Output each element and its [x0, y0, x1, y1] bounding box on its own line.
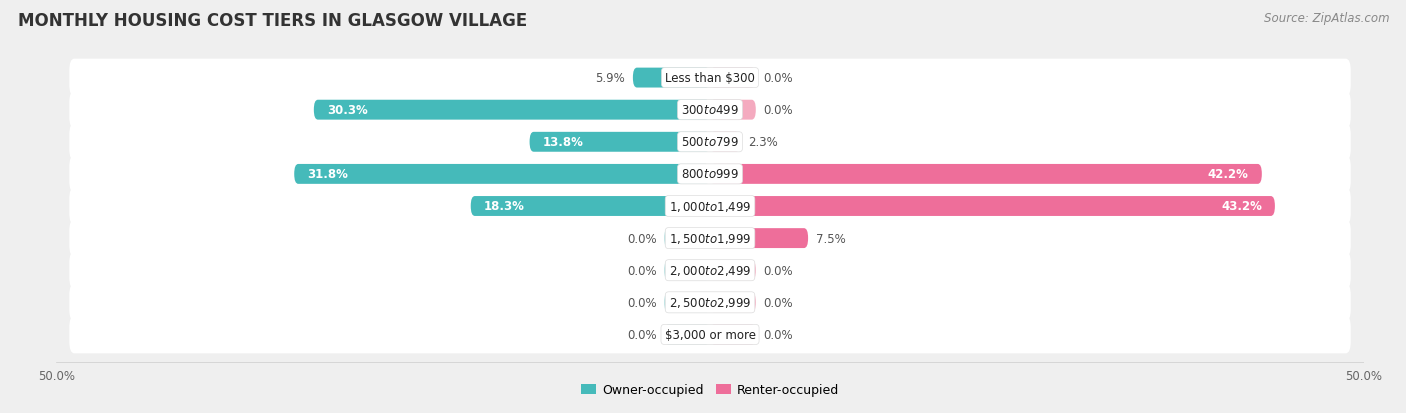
Text: $800 to $999: $800 to $999	[681, 168, 740, 181]
FancyBboxPatch shape	[664, 325, 710, 344]
Text: 0.0%: 0.0%	[627, 328, 657, 341]
Text: MONTHLY HOUSING COST TIERS IN GLASGOW VILLAGE: MONTHLY HOUSING COST TIERS IN GLASGOW VI…	[18, 12, 527, 30]
FancyBboxPatch shape	[69, 156, 1351, 193]
Text: 0.0%: 0.0%	[763, 296, 793, 309]
FancyBboxPatch shape	[69, 316, 1351, 354]
FancyBboxPatch shape	[294, 164, 710, 184]
Text: Source: ZipAtlas.com: Source: ZipAtlas.com	[1264, 12, 1389, 25]
Text: $3,000 or more: $3,000 or more	[665, 328, 755, 341]
Text: 0.0%: 0.0%	[763, 328, 793, 341]
FancyBboxPatch shape	[69, 92, 1351, 129]
Text: 13.8%: 13.8%	[543, 136, 583, 149]
FancyBboxPatch shape	[633, 69, 710, 88]
FancyBboxPatch shape	[664, 229, 710, 249]
FancyBboxPatch shape	[69, 220, 1351, 257]
FancyBboxPatch shape	[471, 197, 710, 216]
FancyBboxPatch shape	[314, 100, 710, 120]
FancyBboxPatch shape	[710, 325, 756, 344]
Text: 31.8%: 31.8%	[308, 168, 349, 181]
FancyBboxPatch shape	[69, 123, 1351, 161]
Text: 7.5%: 7.5%	[815, 232, 845, 245]
FancyBboxPatch shape	[664, 261, 710, 280]
Text: $1,500 to $1,999: $1,500 to $1,999	[669, 232, 751, 245]
FancyBboxPatch shape	[69, 252, 1351, 290]
FancyBboxPatch shape	[710, 261, 756, 280]
Text: 0.0%: 0.0%	[627, 232, 657, 245]
Text: 43.2%: 43.2%	[1220, 200, 1261, 213]
Text: Less than $300: Less than $300	[665, 72, 755, 85]
FancyBboxPatch shape	[710, 133, 740, 152]
FancyBboxPatch shape	[710, 69, 756, 88]
FancyBboxPatch shape	[710, 293, 756, 313]
Text: 0.0%: 0.0%	[763, 104, 793, 117]
Text: 0.0%: 0.0%	[627, 296, 657, 309]
FancyBboxPatch shape	[710, 164, 1261, 184]
Text: 5.9%: 5.9%	[595, 72, 626, 85]
FancyBboxPatch shape	[710, 229, 808, 249]
Text: 0.0%: 0.0%	[627, 264, 657, 277]
FancyBboxPatch shape	[69, 59, 1351, 97]
FancyBboxPatch shape	[69, 284, 1351, 321]
Text: $500 to $799: $500 to $799	[681, 136, 740, 149]
Text: 30.3%: 30.3%	[328, 104, 367, 117]
FancyBboxPatch shape	[664, 293, 710, 313]
FancyBboxPatch shape	[710, 100, 756, 120]
FancyBboxPatch shape	[69, 188, 1351, 225]
Text: 0.0%: 0.0%	[763, 72, 793, 85]
FancyBboxPatch shape	[710, 197, 1275, 216]
Text: 42.2%: 42.2%	[1208, 168, 1249, 181]
Text: $2,500 to $2,999: $2,500 to $2,999	[669, 296, 751, 310]
Text: 0.0%: 0.0%	[763, 264, 793, 277]
Text: $1,000 to $1,499: $1,000 to $1,499	[669, 199, 751, 214]
Legend: Owner-occupied, Renter-occupied: Owner-occupied, Renter-occupied	[575, 378, 845, 401]
Text: 18.3%: 18.3%	[484, 200, 524, 213]
Text: $300 to $499: $300 to $499	[681, 104, 740, 117]
Text: 2.3%: 2.3%	[748, 136, 778, 149]
Text: $2,000 to $2,499: $2,000 to $2,499	[669, 263, 751, 278]
FancyBboxPatch shape	[530, 133, 710, 152]
